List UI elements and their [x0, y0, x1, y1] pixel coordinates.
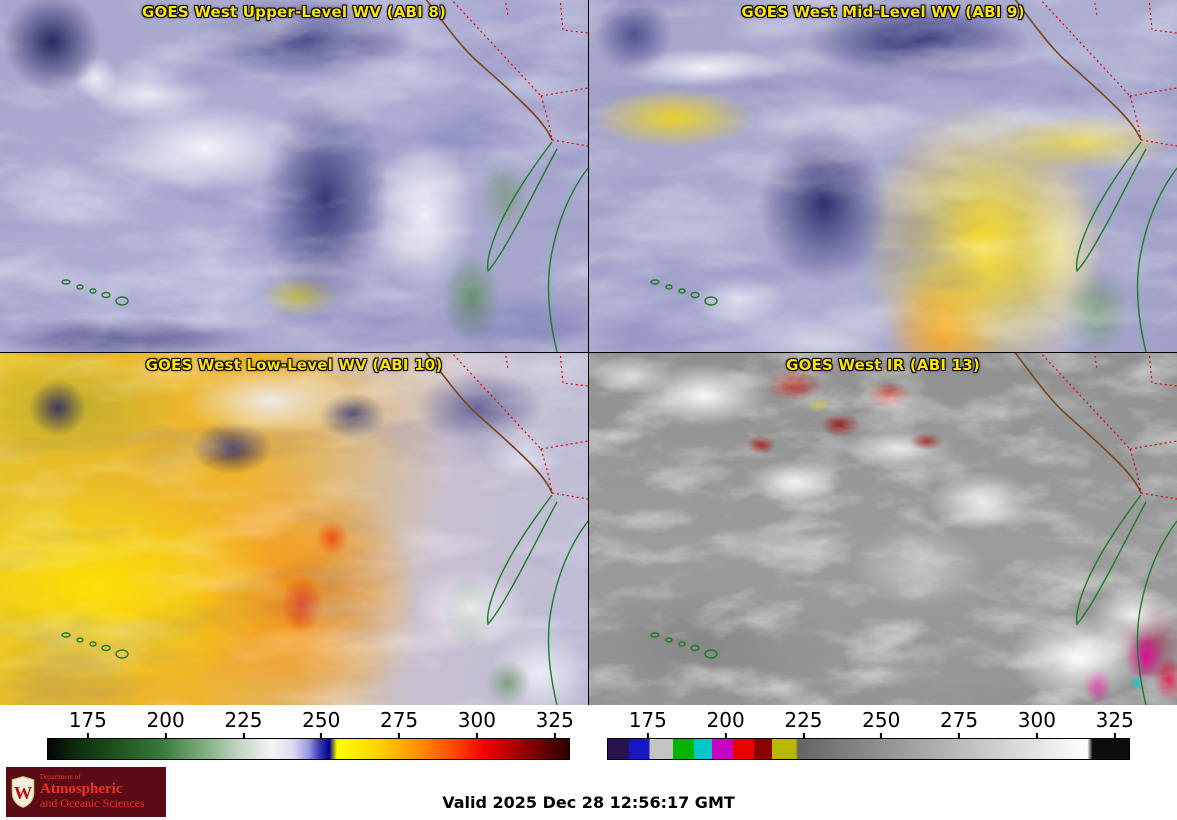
valid-timestamp: Valid 2025 Dec 28 12:56:17 GMT [442, 793, 735, 812]
colorbar-tick-label: 250 [862, 710, 900, 738]
crest-monogram: W [14, 783, 33, 803]
map-boundaries-overlay [61, 0, 588, 352]
colorbar-ir-tick-row: 175 200 225 250 275 300 325 [607, 707, 1134, 738]
colorbar-tick-label: 275 [940, 710, 978, 738]
panel-grid: GOES West Upper-Level WV (ABI 8) GOES We… [0, 0, 1177, 705]
cloud-texture [0, 353, 588, 705]
panel-title-ir: GOES West IR (ABI 13) [786, 356, 980, 374]
panel-title-low-level-wv: GOES West Low-Level WV (ABI 10) [145, 356, 443, 374]
footer: 175 200 225 250 275 300 325 175 200 225 250 275 300… [0, 705, 1177, 820]
map-boundaries-overlay [650, 353, 1177, 705]
colorbar-tick-label: 300 [458, 710, 496, 738]
colorbar-tick-label: 250 [302, 710, 340, 738]
panel-title-mid-level-wv: GOES West Mid-Level WV (ABI 9) [741, 3, 1025, 21]
panel-low-level-wv: GOES West Low-Level WV (ABI 10) [0, 353, 588, 705]
logo-text: Department of Atmospheric and Oceanic Sc… [40, 773, 145, 811]
colorbar-ir-gradient [607, 738, 1130, 760]
colorbar-tick-label: 275 [380, 710, 418, 738]
colorbar-tick-label: 200 [707, 710, 745, 738]
colorbar-tick-label: 325 [1096, 710, 1134, 738]
map-boundaries-overlay [650, 0, 1177, 352]
logo-line-1: Atmospheric [40, 780, 123, 797]
colorbar-wv-tick-row: 175 200 225 250 275 300 325 [47, 707, 574, 738]
colorbar-tick-label: 175 [69, 710, 107, 738]
logo-dept-line: Department of [40, 773, 81, 782]
colorbar-tick-label: 225 [224, 710, 263, 738]
panel-mid-level-wv: GOES West Mid-Level WV (ABI 9) [589, 0, 1177, 352]
colorbar-tick-label: 225 [784, 710, 823, 738]
aos-department-logo: W Department of Atmospheric and Oceanic … [6, 767, 166, 817]
uw-crest-icon: W [11, 776, 35, 808]
colorbar-ir: 175 200 225 250 275 300 325 [607, 707, 1134, 760]
colorbar-wv: 175 200 225 250 275 300 325 [47, 707, 574, 760]
colorbar-wv-gradient [47, 738, 570, 760]
cloud-texture [589, 0, 1177, 352]
panel-title-upper-level-wv: GOES West Upper-Level WV (ABI 8) [141, 3, 447, 21]
colorbar-tick-label: 325 [536, 710, 574, 738]
cloud-texture [589, 353, 1177, 705]
logo-line-2: and Oceanic Sciences [40, 796, 145, 811]
map-boundaries-overlay [61, 353, 588, 705]
panel-ir: GOES West IR (ABI 13) [589, 353, 1177, 705]
colorbar-tick-label: 200 [147, 710, 185, 738]
colorbar-tick-label: 175 [629, 710, 667, 738]
panel-upper-level-wv: GOES West Upper-Level WV (ABI 8) [0, 0, 588, 352]
colorbar-tick-label: 300 [1018, 710, 1056, 738]
cloud-texture [0, 0, 588, 352]
